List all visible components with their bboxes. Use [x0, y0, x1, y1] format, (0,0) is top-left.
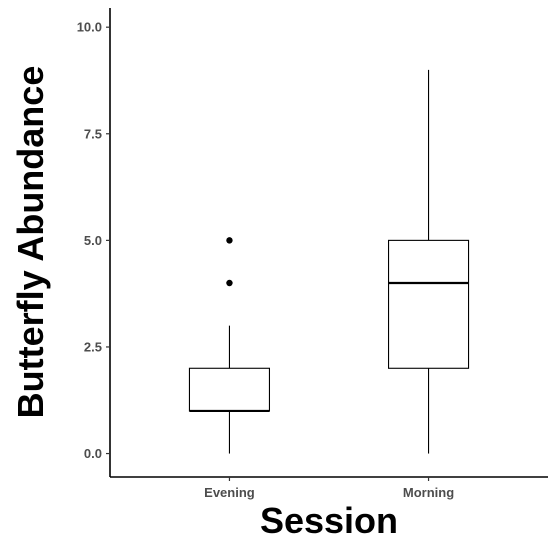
y-tick-label: 10.0 [77, 20, 102, 35]
iqr-box [188, 367, 271, 412]
outlier-point [226, 279, 233, 287]
x-tick-label: Morning [403, 485, 454, 500]
iqr-box [387, 239, 470, 369]
y-axis-title: Butterfly Abundance [10, 66, 51, 419]
x-tick-label: Evening [204, 485, 255, 500]
ticks-layer: 0.0 2.5 5.0 7.5 10.0 Evening Morning [77, 20, 455, 500]
boxes-layer [188, 69, 470, 454]
y-tick-label: 5.0 [84, 233, 102, 248]
axes-layer [109, 8, 548, 478]
y-tick-label: 0.0 [84, 446, 102, 461]
x-axis-title: Session [260, 500, 398, 541]
outlier-point [226, 237, 233, 244]
y-tick-label: 7.5 [84, 126, 102, 141]
y-tick-label: 2.5 [84, 339, 102, 354]
